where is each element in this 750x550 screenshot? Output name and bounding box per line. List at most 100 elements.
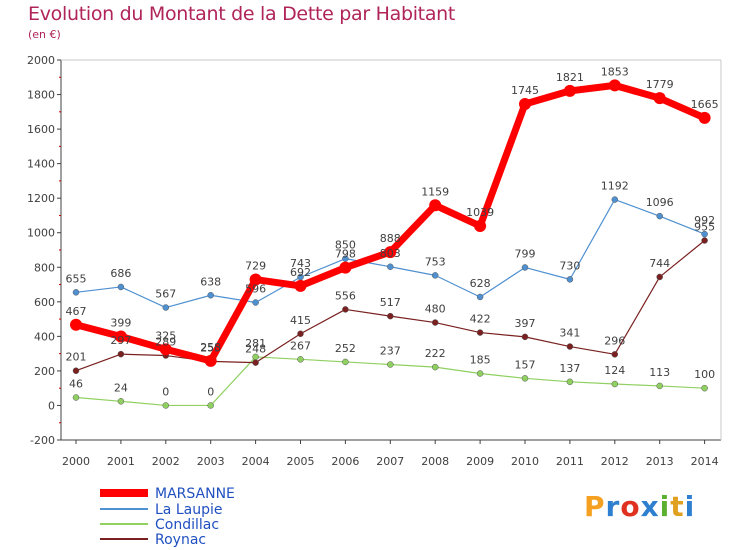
data-point [701,230,708,238]
data-label: 467 [66,305,87,318]
data-point [114,330,127,343]
data-point [207,292,214,299]
chart-unit: (en €) [28,28,61,41]
data-label: 729 [245,260,266,273]
data-label: 185 [470,354,491,367]
data-point [207,402,214,409]
series-line-marsanne [75,81,707,365]
data-point [656,382,663,390]
data-label: 258 [200,341,221,354]
data-label: 415 [290,314,311,327]
data-point [429,199,442,212]
data-label: 803 [380,247,401,260]
data-point [474,219,487,232]
data-point [698,111,711,124]
x-tick-label: 2008 [421,455,449,468]
data-point [159,343,172,356]
data-label: 281 [245,337,266,350]
y-tick-label: 1800 [27,89,55,102]
data-label: 46 [69,378,83,391]
data-point [611,351,619,358]
data-label: 798 [335,248,356,261]
data-point [656,273,663,281]
data-point [162,402,170,409]
data-point [294,279,307,292]
data-label: 296 [604,334,625,347]
y-tick-label: 400 [34,330,55,343]
data-label: 422 [470,313,491,326]
data-label: 753 [425,255,446,268]
data-label: 744 [649,257,670,270]
y-tick-label: 2000 [27,54,55,67]
data-point [297,330,304,338]
y-tick-label: 200 [34,365,55,378]
data-point [701,237,708,244]
x-tick-label: 2001 [107,455,135,468]
data-label: 517 [380,296,401,309]
data-point [72,394,80,401]
data-label: 252 [335,342,356,355]
data-point [431,319,439,326]
data-point [72,289,80,296]
y-tick-label: 1400 [27,158,55,171]
data-label: 638 [200,275,221,288]
data-point [297,356,304,363]
data-point [563,84,576,97]
data-label: 267 [290,339,311,352]
data-point [339,261,352,274]
data-label: 201 [66,351,87,364]
data-label: 397 [515,317,536,330]
x-tick-label: 2000 [62,455,90,468]
data-label: 289 [155,336,176,349]
data-point [431,272,439,279]
data-point [204,354,217,367]
data-point [521,264,529,271]
data-label: 1821 [556,71,584,84]
data-label: 1779 [646,78,674,91]
data-point [521,375,529,382]
data-label: 799 [515,247,536,260]
data-point [566,343,574,350]
data-label: 692 [290,266,311,279]
data-label: 1853 [601,65,629,78]
x-tick-label: 2010 [511,455,539,468]
data-label: 1096 [646,196,674,209]
data-point [162,304,170,311]
data-label: 596 [245,283,266,296]
data-point [656,212,663,220]
data-point [611,196,619,203]
data-point [476,329,484,336]
x-tick-label: 2005 [287,455,315,468]
data-point [384,246,397,259]
data-point [521,333,529,341]
data-point [342,358,349,366]
data-point [387,312,394,320]
data-label: 248 [245,343,266,356]
data-point [387,361,394,368]
data-label: 157 [515,358,536,371]
data-label: 1159 [421,185,449,198]
data-point [519,98,531,111]
legend-label: La Laupie [155,502,222,518]
data-label: 730 [559,259,580,272]
data-label: 255 [200,341,221,354]
data-label: 100 [694,368,715,381]
x-tick-label: 2007 [376,455,404,468]
data-label: 297 [110,334,131,347]
data-label: 399 [110,317,131,330]
data-label: 24 [114,381,128,394]
y-tick-label: 1000 [27,227,55,240]
x-tick-label: 2003 [197,455,225,468]
data-label: 222 [425,347,446,360]
data-point [566,378,574,386]
data-label: 628 [470,277,491,290]
y-tick-label: 1200 [27,192,55,205]
x-tick-label: 2006 [331,455,359,468]
data-label: 341 [559,327,580,340]
data-label: 1039 [466,206,494,219]
x-tick-label: 2012 [601,455,629,468]
data-label: 743 [290,257,311,270]
x-tick-label: 2002 [152,455,180,468]
